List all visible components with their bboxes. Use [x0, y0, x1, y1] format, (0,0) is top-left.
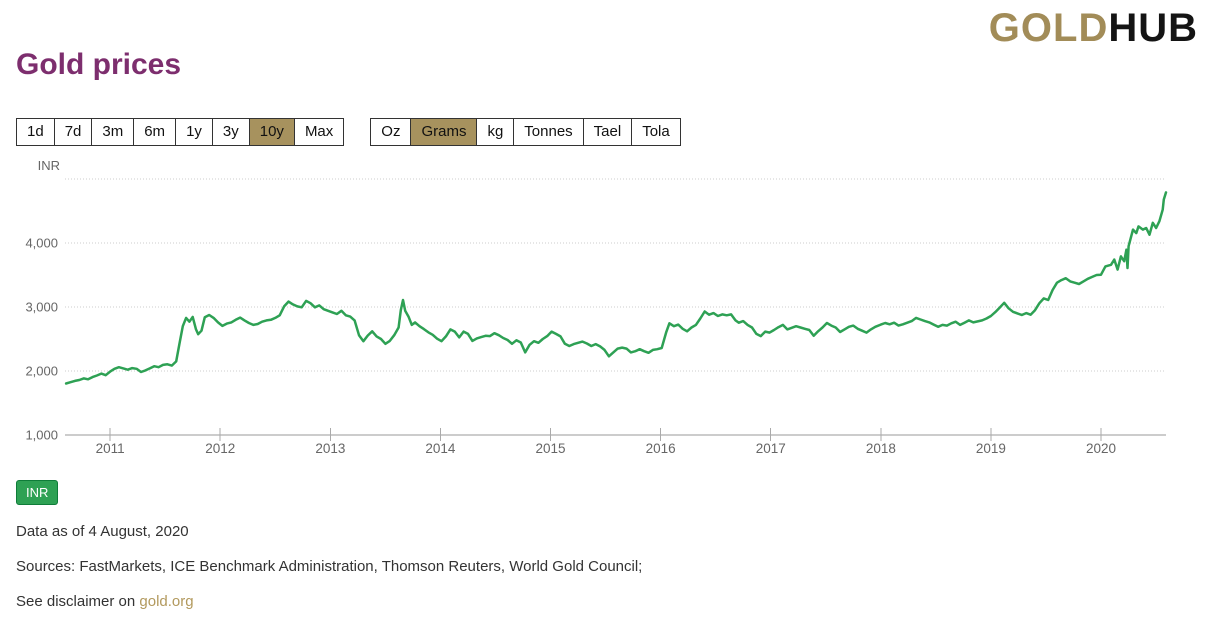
- goldhub-logo[interactable]: GOLDHUB: [989, 6, 1198, 51]
- price-line-inr[interactable]: [64, 191, 1168, 385]
- gold-org-link[interactable]: gold.org: [139, 593, 194, 610]
- x-axis-label-2013: 2013: [315, 441, 345, 456]
- range-button-6m[interactable]: 6m: [133, 118, 177, 146]
- y-axis-label-4,000: 4,000: [25, 236, 58, 251]
- range-button-max[interactable]: Max: [293, 118, 345, 146]
- x-axis-label-2019: 2019: [976, 441, 1006, 456]
- chart-legend: INR: [16, 480, 59, 505]
- legend-inr-badge[interactable]: INR: [16, 480, 59, 505]
- y-axis-label-2,000: 2,000: [25, 364, 58, 379]
- unit-button-group: Oz Grams kg Tonnes Tael Tola: [370, 118, 681, 146]
- page-title: Gold prices: [16, 48, 182, 81]
- sources-text: Sources: FastMarkets, ICE Benchmark Admi…: [16, 558, 643, 575]
- range-button-10y[interactable]: 10y: [248, 118, 295, 146]
- unit-button-grams[interactable]: Grams: [410, 118, 478, 146]
- unit-button-tola[interactable]: Tola: [631, 118, 681, 146]
- time-range-button-group: 1d 7d 3m 6m 1y 3y 10y Max: [16, 118, 345, 146]
- x-axis-label-2012: 2012: [205, 441, 235, 456]
- x-axis-label-2017: 2017: [756, 441, 786, 456]
- disclaimer-text: See disclaimer on gold.org: [16, 593, 194, 610]
- logo-hub-text: HUB: [1108, 6, 1198, 50]
- disclaimer-prefix: See disclaimer on: [16, 593, 140, 610]
- data-as-of-text: Data as of 4 August, 2020: [16, 523, 189, 540]
- x-axis-label-2015: 2015: [536, 441, 566, 456]
- range-button-1y[interactable]: 1y: [175, 118, 213, 146]
- range-button-3y[interactable]: 3y: [211, 118, 250, 146]
- unit-button-tael[interactable]: Tael: [582, 118, 633, 146]
- x-axis-label-2011: 2011: [96, 441, 125, 456]
- y-axis-label-1,000: 1,000: [25, 428, 58, 443]
- x-axis-label-2018: 2018: [866, 441, 896, 456]
- unit-button-oz[interactable]: Oz: [370, 118, 412, 146]
- range-button-7d[interactable]: 7d: [53, 118, 93, 146]
- range-button-1d[interactable]: 1d: [16, 118, 55, 146]
- chart-toolbar: 1d 7d 3m 6m 1y 3y 10y Max Oz Grams kg Tonnes Tael To…: [16, 118, 681, 146]
- logo-gold-text: GOLD: [988, 6, 1109, 50]
- y-axis-currency-label: INR: [38, 158, 60, 173]
- unit-button-tonnes[interactable]: Tonnes: [513, 118, 584, 146]
- gold-price-chart[interactable]: 1,000 2,000 3,000 4,000 INR 2011 2012 2013 2014 2…: [0, 150, 1216, 465]
- x-axis-label-2020: 2020: [1086, 441, 1116, 456]
- y-axis-label-3,000: 3,000: [25, 300, 58, 315]
- range-button-3m[interactable]: 3m: [91, 118, 135, 146]
- x-axis-label-2016: 2016: [646, 441, 676, 456]
- x-axis-label-2014: 2014: [425, 441, 456, 456]
- unit-button-kg[interactable]: kg: [476, 118, 515, 146]
